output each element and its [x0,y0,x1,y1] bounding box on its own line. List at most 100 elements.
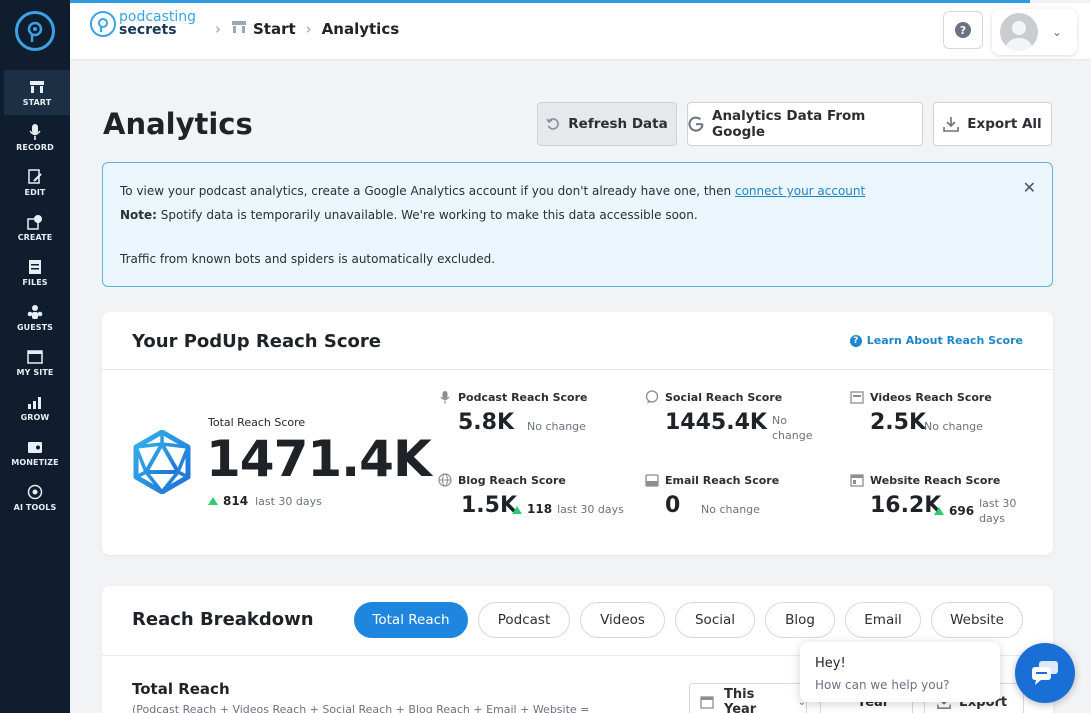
sidebar-item-monetize[interactable]: MONETIZE [0,430,70,475]
sidebar-item-edit[interactable]: EDIT [0,160,70,205]
sidebar-item-create[interactable]: CREATE [0,205,70,250]
learn-reach-score-link[interactable]: ? Learn About Reach Score [849,334,1023,347]
start-icon [231,20,247,38]
sidebar-item-guests[interactable]: GUESTS [0,295,70,340]
total-reach-value: 1471.4K [206,430,432,488]
metric-side: No change [772,413,812,443]
loading-bar [70,0,1030,3]
metric-period-line-1: last 30 [979,497,1017,510]
tab-social[interactable]: Social [675,602,755,638]
reach-score-title: Your PodUp Reach Score [132,331,381,352]
tab-podcast[interactable]: Podcast [478,602,570,638]
brand-line-2: secrets [119,22,177,38]
arrow-up-icon [512,505,522,514]
microphone-icon [27,123,43,140]
page-title: Analytics [103,107,253,141]
metric-website: Website Reach Score 16.2K 696 last 30 days [850,473,1040,533]
sidebar-item-my-site[interactable]: MY SITE [0,340,70,385]
metric-label: Social Reach Score [665,390,783,404]
analytics-notice: To view your podcast analytics, create a… [102,162,1053,287]
brand-logo[interactable]: podcasting secrets [90,10,196,38]
sidebar-item-label: EDIT [24,187,46,197]
help-button[interactable]: ? [943,11,983,49]
notice-line-1: To view your podcast analytics, create a… [120,184,865,198]
export-all-button[interactable]: Export All [933,102,1052,146]
chat-prompt: How can we help you? [815,678,950,692]
metric-change: 118 [527,502,553,516]
connect-account-link[interactable]: connect your account [734,184,866,198]
download-icon [943,116,960,132]
sidebar: START RECORD EDIT CREATE FILES GUESTS MY… [0,0,70,713]
edit-icon [27,168,43,185]
analytics-google-button[interactable]: Analytics Data From Google [687,102,923,146]
metric-value: 0 [665,493,681,518]
chat-greeting-bubble[interactable]: Hey! How can we help you? [800,642,1000,702]
analytics-google-label: Analytics Data From Google [712,108,866,140]
metric-change: 696 [949,503,975,518]
tab-blog[interactable]: Blog [765,602,835,638]
sidebar-item-label: GROW [20,412,50,422]
metric-podcast: Podcast Reach Score 5.8K No change [438,390,628,450]
notice-line-3: Traffic from known bots and spiders is a… [120,252,496,266]
total-change-value: 814 [223,494,249,508]
top-bar: podcasting secrets › Start › Analytics ?… [70,3,1091,59]
metric-value: 16.2K [870,493,942,518]
breadcrumb-start[interactable]: Start [253,20,296,38]
chevron-down-icon: ⌄ [797,696,806,708]
metric-label: Blog Reach Score [458,473,566,487]
metric-side: 696 last 30 days [934,496,1016,526]
guests-icon [27,304,43,320]
reach-score-card: Your PodUp Reach Score ? Learn About Rea… [102,312,1053,555]
sidebar-item-grow[interactable]: GROW [0,385,70,430]
sidebar-item-files[interactable]: FILES [0,250,70,295]
inbox-icon [645,473,659,487]
refresh-data-button[interactable]: Refresh Data [537,102,677,146]
refresh-data-label: Refresh Data [568,116,668,132]
metric-side: No change [924,420,983,433]
breadcrumb: › Start › Analytics [205,20,399,38]
sidebar-item-label: START [22,97,52,107]
app-logo-icon[interactable] [15,11,55,51]
sidebar-nav: START RECORD EDIT CREATE FILES GUESTS MY… [0,70,70,520]
tab-email[interactable]: Email [845,602,921,638]
metric-side: No change [527,420,586,433]
metric-label: Videos Reach Score [870,390,992,404]
files-icon [27,259,43,275]
video-icon [850,390,864,404]
chevron-right-icon: › [215,20,221,38]
sidebar-item-ai-tools[interactable]: AI TOOLS [0,475,70,520]
sidebar-item-label: CREATE [17,232,53,242]
calendar-icon [700,695,714,709]
export-all-label: Export All [967,116,1042,132]
metric-side: No change [701,503,760,516]
date-range-value: This Year [724,687,757,713]
grow-icon [27,394,43,410]
learn-reach-score-label: Learn About Reach Score [866,334,1023,347]
refresh-icon [546,117,560,131]
tab-total-reach[interactable]: Total Reach [354,602,468,638]
metric-side-line-1: No [772,414,787,427]
metric-period: last 30 days [557,503,624,516]
notice-line-2: Note: Spotify data is temporarily unavai… [120,208,698,222]
sidebar-item-record[interactable]: RECORD [0,115,70,160]
globe-icon [438,473,452,487]
user-menu-button[interactable]: ⌄ [992,9,1077,55]
notice-note-text: Spotify data is temporarily unavailable.… [156,208,698,222]
sidebar-item-label: RECORD [16,142,54,152]
tab-website[interactable]: Website [931,602,1023,638]
close-icon[interactable]: ✕ [1022,178,1036,197]
date-range-select[interactable]: This Year ⌄ [689,683,807,713]
site-icon [27,349,43,365]
question-icon: ? [849,334,862,347]
tab-videos[interactable]: Videos [580,602,665,638]
metric-label: Website Reach Score [870,473,1001,487]
chat-greeting: Hey! [815,656,846,671]
sidebar-item-start[interactable]: START [4,70,70,115]
metric-social: Social Reach Score 1445.4K No change [645,390,835,450]
total-reach-subtitle: Total Reach [132,680,230,698]
website-icon [850,473,864,487]
chat-launcher-button[interactable] [1015,643,1075,703]
monetize-icon [27,439,43,455]
metric-value: 5.8K [458,410,515,435]
chevron-down-icon: ⌄ [1052,25,1063,39]
